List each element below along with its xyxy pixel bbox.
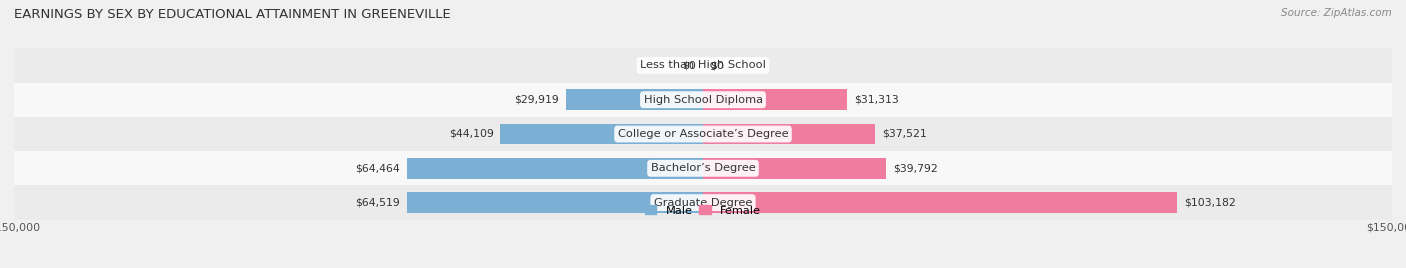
Bar <box>14 83 1392 117</box>
Text: $103,182: $103,182 <box>1184 198 1236 208</box>
Bar <box>14 48 1392 83</box>
Bar <box>703 124 876 144</box>
Text: EARNINGS BY SEX BY EDUCATIONAL ATTAINMENT IN GREENEVILLE: EARNINGS BY SEX BY EDUCATIONAL ATTAINMEN… <box>14 8 451 21</box>
Bar <box>406 192 703 213</box>
Legend: Male, Female: Male, Female <box>645 205 761 216</box>
Text: College or Associate’s Degree: College or Associate’s Degree <box>617 129 789 139</box>
Text: $0: $0 <box>710 60 724 70</box>
Bar <box>14 117 1392 151</box>
Text: Bachelor’s Degree: Bachelor’s Degree <box>651 163 755 173</box>
Text: $31,313: $31,313 <box>853 95 898 105</box>
Text: $29,919: $29,919 <box>515 95 558 105</box>
Bar <box>703 192 1177 213</box>
Bar <box>703 90 846 110</box>
Text: High School Diploma: High School Diploma <box>644 95 762 105</box>
Text: $64,519: $64,519 <box>356 198 399 208</box>
Bar <box>406 158 703 178</box>
Bar <box>14 185 1392 220</box>
Text: $37,521: $37,521 <box>882 129 927 139</box>
Text: $39,792: $39,792 <box>893 163 938 173</box>
Text: Less than High School: Less than High School <box>640 60 766 70</box>
Bar <box>501 124 703 144</box>
Text: Graduate Degree: Graduate Degree <box>654 198 752 208</box>
Bar <box>703 158 886 178</box>
Text: Source: ZipAtlas.com: Source: ZipAtlas.com <box>1281 8 1392 18</box>
Text: $44,109: $44,109 <box>449 129 494 139</box>
Text: $64,464: $64,464 <box>356 163 401 173</box>
Bar <box>14 151 1392 185</box>
Bar <box>565 90 703 110</box>
Text: $0: $0 <box>682 60 696 70</box>
